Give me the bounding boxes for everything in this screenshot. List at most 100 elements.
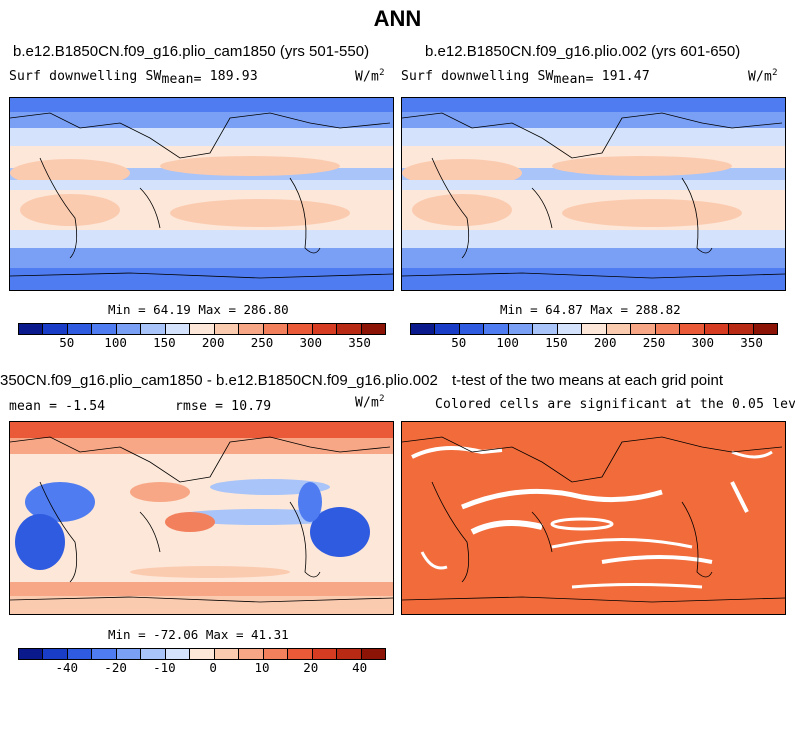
variable-name: Surf downwelling SW	[401, 69, 554, 84]
min-label: Min =	[108, 627, 146, 642]
sw-field-map	[10, 98, 393, 290]
significance-map	[402, 422, 785, 614]
min-label: Min =	[108, 302, 146, 317]
colorbar-swatch	[116, 324, 142, 334]
colorbar-swatch	[655, 324, 681, 334]
colorbar-swatch	[533, 324, 558, 334]
colorbar-tick-label: 200	[201, 335, 225, 350]
colorbar-abs-left	[18, 323, 386, 335]
colorbar-tick-label: 150	[153, 335, 176, 350]
colorbar-tick-label: 10	[254, 660, 270, 675]
colorbar-swatch	[19, 324, 44, 334]
map-ttest	[401, 421, 786, 615]
map-top-left	[9, 97, 394, 291]
colorbar-swatch	[263, 324, 289, 334]
units-base: W/m	[355, 395, 380, 411]
colorbar-swatch	[67, 649, 93, 659]
colorbar-swatch	[508, 324, 534, 334]
min-value: 64.19	[153, 302, 191, 317]
units-left: W/m2	[355, 68, 385, 84]
colorbar-swatch	[411, 324, 436, 334]
colorbar-swatch	[312, 324, 338, 334]
diff-title: 350CN.f09_g16.plio_cam1850 - b.e12.B1850…	[0, 372, 438, 389]
colorbar-swatch	[361, 324, 386, 334]
colorbar-swatch	[116, 649, 142, 659]
colorbar-tick-label: -40	[55, 660, 79, 675]
colorbar-tick-label: 350	[348, 335, 371, 350]
max-value: 286.80	[243, 302, 289, 317]
colorbar-tick-label: 0	[209, 660, 217, 675]
colorbar-swatch	[606, 324, 632, 334]
colorbar-swatch	[753, 324, 778, 334]
colorbar-tick-label: 350	[740, 335, 763, 350]
colorbar-swatch	[582, 324, 607, 334]
colorbar-swatch	[435, 324, 460, 334]
case-title-right: b.e12.B1850CN.f09_g16.plio.002 (yrs 601-…	[425, 43, 741, 60]
minmax-right: Min = 64.87 Max = 288.82	[500, 302, 681, 317]
colorbar-swatch	[190, 324, 215, 334]
case-title-left: b.e12.B1850CN.f09_g16.plio_cam1850 (yrs …	[13, 43, 370, 60]
max-value: 288.82	[635, 302, 681, 317]
colorbar-swatch	[680, 324, 705, 334]
colorbar-tick-label: 250	[250, 335, 274, 350]
colorbar-tick-label: -10	[153, 660, 176, 675]
units-base: W/m	[748, 69, 773, 85]
colorbar-swatch	[239, 649, 264, 659]
colorbar-tick-label: -20	[104, 660, 127, 675]
variable-name: Surf downwelling SW	[9, 69, 162, 84]
colorbar-swatch	[459, 324, 485, 334]
colorbar-tick-label: 150	[545, 335, 568, 350]
colorbar-swatch	[704, 324, 730, 334]
colorbar-swatch	[214, 649, 240, 659]
colorbar-swatch	[19, 649, 44, 659]
units-diff: W/m2	[355, 394, 385, 410]
map-diff	[9, 421, 394, 615]
colorbar-diff	[18, 648, 386, 660]
min-value: 64.87	[545, 302, 583, 317]
colorbar-swatch	[43, 649, 68, 659]
colorbar-swatch	[92, 324, 117, 334]
colorbar-swatch	[557, 324, 583, 334]
colorbar-tick-label: 300	[691, 335, 715, 350]
colorbar-tick-label: 100	[104, 335, 127, 350]
max-value: 41.31	[251, 627, 289, 642]
colorbar-tick-label: 20	[303, 660, 319, 675]
max-label: Max =	[198, 302, 236, 317]
colorbar-tick-label: 250	[642, 335, 666, 350]
colorbar-swatch	[165, 324, 191, 334]
max-label: Max =	[590, 302, 628, 317]
colorbar-tick-label: 50	[59, 335, 75, 350]
diff-mean: mean = -1.54	[9, 399, 106, 414]
units-right: W/m2	[748, 68, 778, 84]
min-value: -72.06	[153, 627, 199, 642]
units-exp: 2	[772, 68, 778, 78]
colorbar-swatch	[165, 649, 191, 659]
colorbar-swatch	[92, 649, 117, 659]
units-base: W/m	[355, 69, 380, 85]
colorbar-swatch	[361, 649, 386, 659]
colorbar-swatch	[484, 324, 509, 334]
ttest-title: t-test of the two means at each grid poi…	[452, 372, 723, 389]
map-top-right	[401, 97, 786, 291]
max-label: Max =	[205, 627, 244, 642]
colorbar-swatch	[263, 649, 289, 659]
colorbar-swatch	[729, 324, 754, 334]
units-exp: 2	[379, 68, 385, 78]
colorbar-abs-right	[410, 323, 778, 335]
minmax-diff: Min = -72.06 Max = 41.31	[108, 627, 289, 642]
mean-value: 189.93	[209, 69, 258, 84]
colorbar-swatch	[312, 649, 338, 659]
figure-title: ANN	[373, 6, 422, 31]
colorbar-tick-label: 300	[299, 335, 323, 350]
minmax-left: Min = 64.19 Max = 286.80	[108, 302, 289, 317]
sw-field-map	[402, 98, 785, 290]
mean-label: mean=	[161, 72, 202, 87]
units-exp: 2	[379, 394, 385, 404]
diff-rmse: rmse = 10.79	[175, 399, 272, 414]
colorbar-swatch	[631, 324, 656, 334]
variable-line-left: Surf downwelling SWmean= 189.93	[9, 69, 258, 87]
colorbar-swatch	[337, 649, 362, 659]
colorbar-swatch	[190, 649, 215, 659]
colorbar-swatch	[288, 324, 313, 334]
colorbar-swatch	[141, 649, 166, 659]
